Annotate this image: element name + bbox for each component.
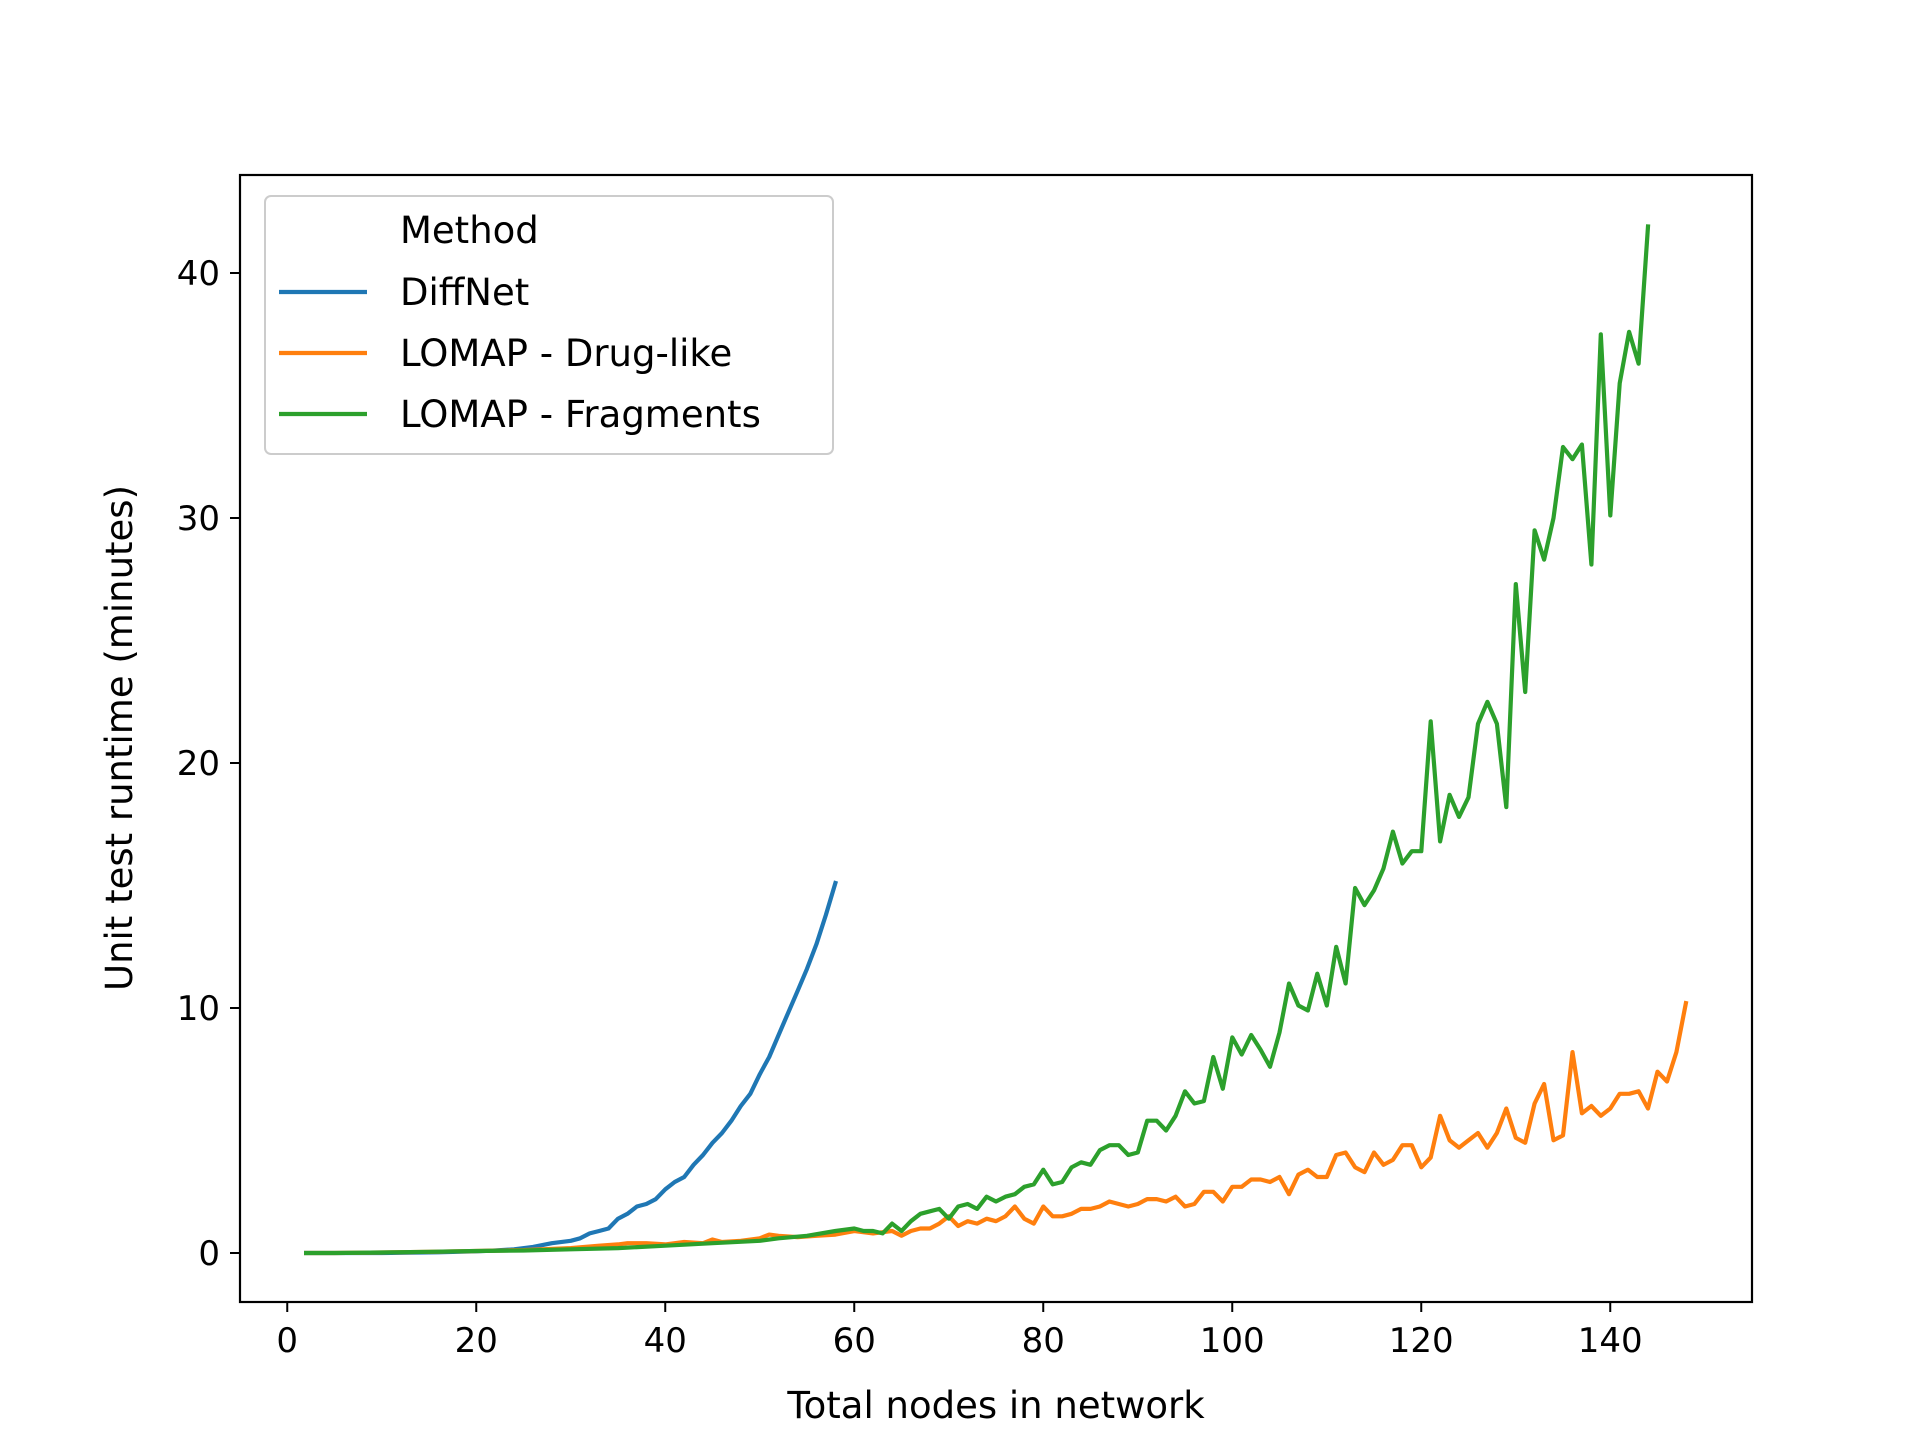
y-axis-label: Unit test runtime (minutes) (98, 485, 141, 991)
x-tick-label: 60 (833, 1321, 876, 1361)
y-tick-label: 40 (177, 254, 220, 294)
plot-area-frame (238, 173, 1754, 1304)
legend-box (264, 195, 834, 455)
legend-label-1: LOMAP - Drug-like (400, 332, 732, 375)
legend-label-0: DiffNet (400, 271, 529, 314)
x-axis-label: Total nodes in network (786, 1384, 1205, 1427)
y-axis-ticks: 0 10 20 30 40 (177, 254, 240, 1274)
legend-entries: DiffNet LOMAP - Drug-like LOMAP - Fragment… (279, 271, 761, 436)
x-tick-label: 40 (644, 1321, 687, 1361)
legend-title: Method (400, 209, 539, 252)
y-tick-label: 20 (177, 744, 220, 784)
legend-label-2: LOMAP - Fragments (400, 393, 761, 436)
x-tick-label: 120 (1389, 1321, 1454, 1361)
x-axis-ticks: 0 20 40 60 80 100 120 140 (276, 1302, 1643, 1361)
x-tick-label: 20 (455, 1321, 498, 1361)
x-tick-label: 100 (1200, 1321, 1265, 1361)
y-tick-label: 0 (198, 1234, 220, 1274)
x-tick-label: 140 (1578, 1321, 1643, 1361)
series-line-2 (304, 224, 1651, 1256)
y-tick-label: 30 (177, 499, 220, 539)
x-tick-label: 0 (276, 1321, 298, 1361)
series-layer (304, 224, 1689, 1256)
y-tick-label: 10 (177, 989, 220, 1029)
legend: Method DiffNet LOMAP - Drug-like LOMAP - F… (264, 195, 834, 455)
x-tick-label: 80 (1022, 1321, 1065, 1361)
series-line-1 (304, 1000, 1689, 1256)
